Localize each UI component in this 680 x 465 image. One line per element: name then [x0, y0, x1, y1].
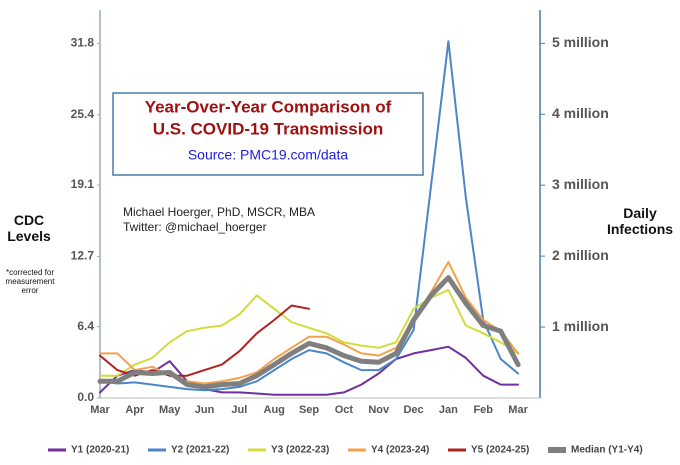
chart-subtitle: Source: PMC19.com/data	[188, 147, 349, 163]
legend-label: Y4 (2023-24)	[371, 445, 429, 456]
legend-label: Median (Y1-Y4)	[571, 445, 643, 456]
y-tick-label: 31.8	[71, 36, 95, 50]
legend-label: Y1 (2020-21)	[71, 445, 129, 456]
series-line	[99, 304, 310, 377]
x-tick-label: Mar	[508, 404, 528, 416]
series-group	[97, 40, 521, 396]
x-tick-label: May	[159, 404, 181, 416]
x-tick-label: Aug	[264, 404, 285, 416]
x-tick-label: Nov	[368, 404, 390, 416]
series-line	[99, 345, 520, 396]
x-tick-label: Apr	[125, 404, 145, 416]
y-tick-label: 6.4	[77, 319, 94, 333]
y-axis-note: *corrected for measurement error	[5, 268, 55, 295]
y2-tick-label: 4 million	[552, 105, 609, 121]
title-box	[112, 92, 424, 176]
y-tick-label: 19.1	[71, 177, 95, 191]
x-tick-label: Jun	[195, 404, 215, 416]
series-line	[99, 288, 520, 377]
x-tick-label: Feb	[473, 404, 493, 416]
x-tick-label: Dec	[403, 404, 423, 416]
y-tick-label: 12.7	[71, 249, 95, 263]
legend-label: Y3 (2022-23)	[271, 445, 329, 456]
chart-title: U.S. COVID-19 Transmission	[153, 119, 384, 138]
x-tick-label: Jan	[439, 404, 458, 416]
legend-label: Y2 (2021-22)	[171, 445, 229, 456]
chart-title: Year-Over-Year Comparison of	[145, 97, 392, 116]
legend-label: Y5 (2024-25)	[471, 445, 529, 456]
y2-tick-label: 5 million	[552, 34, 609, 50]
annotation: Michael Hoerger, PhD, MSCR, MBA	[123, 205, 315, 219]
y-tick-label: 0.0	[77, 390, 94, 404]
y-axis-label: CDC Levels	[7, 212, 51, 244]
x-tick-label: Jul	[231, 404, 247, 416]
x-tick-label: Oct	[335, 404, 354, 416]
y2-tick-label: 1 million	[552, 318, 609, 334]
y-tick-label: 25.4	[71, 107, 95, 121]
series-line	[99, 40, 520, 392]
y2-tick-label: 3 million	[552, 176, 609, 192]
x-tick-label: Mar	[90, 404, 110, 416]
y2-tick-label: 2 million	[552, 247, 609, 263]
annotation: Twitter: @michael_hoerger	[123, 220, 267, 234]
y2-axis-label: Daily Infections	[606, 205, 674, 237]
x-tick-label: Sep	[299, 404, 319, 416]
series-line	[97, 275, 521, 390]
